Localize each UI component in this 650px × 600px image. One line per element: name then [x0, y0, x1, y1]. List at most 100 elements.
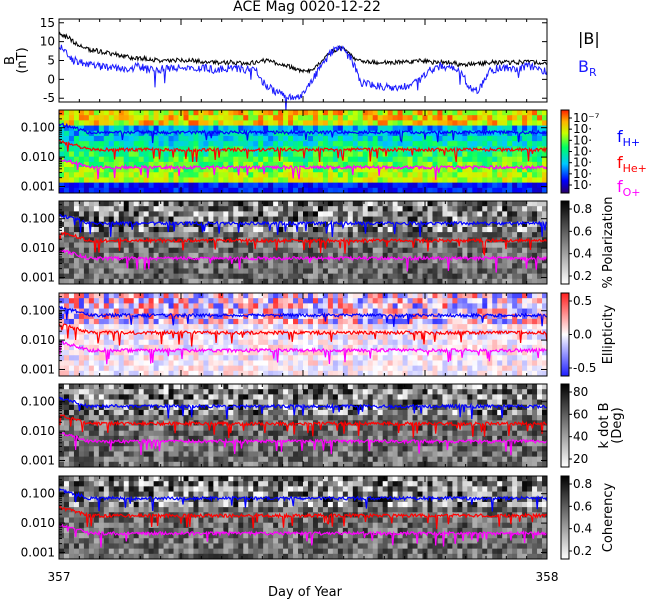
- legend-entry: |B|: [578, 29, 600, 48]
- colorbar-tick-label: 0.5: [573, 294, 592, 308]
- colorbar-tick-label: 60: [573, 407, 588, 421]
- y-tick-label: 0.001: [21, 362, 55, 376]
- legend-subscript: H+: [623, 136, 641, 149]
- colorbar-tick-label: -0.5: [573, 361, 596, 375]
- colorbar: 0.5 0.0 -0.5 Ellipticity: [560, 292, 616, 377]
- x-tick-label: 357: [48, 570, 71, 584]
- heatmap-cells: [59, 293, 548, 377]
- y-axis-label-line: (nT): [15, 47, 30, 73]
- colorbar-tick-label: 0.6: [573, 499, 592, 513]
- colorbar-label-line: k dot B: [597, 402, 612, 448]
- colorbar-scale: [560, 292, 570, 377]
- legend-subscript: He+: [623, 162, 647, 175]
- colorbar: 0.8 0.6 0.4 0.2 % Polarization: [560, 196, 616, 289]
- y-tick-label: 0.010: [21, 241, 55, 255]
- y-tick-label: 0.001: [21, 545, 55, 559]
- y-tick-label: 5: [47, 54, 55, 68]
- x-tick-label: 358: [536, 570, 559, 584]
- legend-subscript: R: [589, 66, 597, 79]
- colorbar-scale: [560, 109, 570, 194]
- spectrogram-panel: 0.100 0.010 0.001 0.8 0.6 0.4 0.2 Coherency: [21, 475, 616, 560]
- colorbar: 10⁻⁷10·10·10·10·10·10·: [560, 109, 600, 194]
- legend-entry: fO+: [617, 177, 641, 199]
- colorbar-scale: [560, 475, 570, 560]
- gyrofrequency-line-H: [58, 396, 548, 420]
- gyrofrequency-line-O: [58, 340, 548, 365]
- colorbar-tick-label: 20: [573, 452, 588, 466]
- colorbar-tick-label: 80: [573, 385, 588, 399]
- gyrofrequency-line-H: [58, 488, 548, 512]
- colorbar-label-line: Ellipticity: [601, 304, 616, 364]
- y-tick-label: 0.001: [21, 270, 55, 284]
- colorbar-label: k dot B(Deg): [597, 402, 625, 448]
- heatmap-cells: [59, 201, 548, 285]
- gyrofrequency-line-He: [58, 323, 548, 347]
- heatmap-cells: [59, 476, 548, 560]
- y-axis-label-line: B: [3, 56, 18, 65]
- x-axis-label: Day of Year: [268, 585, 343, 600]
- y-tick-label: 0.100: [21, 212, 55, 226]
- colorbar-label-line: % Polarization: [601, 196, 616, 288]
- plot-area: [59, 19, 547, 102]
- gyrofrequency-line-H: [58, 213, 548, 237]
- colorbar-tick-label: 10·: [573, 156, 592, 170]
- legend-subscript: O+: [623, 186, 641, 199]
- gyrofrequency-line-He: [58, 231, 548, 257]
- colorbar-tick-label: 0.8: [573, 202, 592, 216]
- series-line-total-b: [58, 31, 548, 74]
- colorbar-label: % Polarization: [601, 196, 616, 288]
- gyrofrequency-line-H: [58, 305, 548, 327]
- gyrofrequency-line-He: [58, 414, 548, 439]
- colorbar-tick-label: 0.2: [573, 544, 592, 558]
- y-tick-label: 0.100: [21, 121, 55, 135]
- spectrogram-panel: 0.100 0.010 0.001 0.8 0.6 0.4 0.2 % Polarizatio…: [21, 196, 616, 288]
- y-tick-label: 0.001: [21, 179, 55, 193]
- colorbar-tick-label: 10·: [573, 122, 592, 136]
- colorbar-tick-label: 10·: [573, 145, 592, 159]
- colorbar-scale: [560, 200, 570, 285]
- spectrogram-panel: 0.100 0.010 0.001 10⁻⁷10·10·10·10·10·10·: [21, 109, 600, 194]
- colorbar-tick-label: 0.8: [573, 477, 592, 491]
- colorbar-tick-label: 0.2: [573, 269, 592, 283]
- y-axis-label: B(nT): [3, 47, 30, 73]
- colorbar-tick-label: 10⁻⁷: [573, 111, 600, 125]
- spectrogram-panel: 0.100 0.010 0.001 80 60 40 20 k dot B(Deg): [21, 383, 625, 468]
- colorbar-tick-label: 40: [573, 430, 588, 444]
- gyrofrequency-line-H: [58, 122, 548, 144]
- colorbar-tick-label: 0.4: [573, 522, 592, 536]
- y-tick-label: 0.010: [21, 516, 55, 530]
- gyrofrequency-line-O: [58, 522, 548, 548]
- y-tick-label: -5: [43, 91, 55, 105]
- colorbar: 80 60 40 20 k dot B(Deg): [560, 383, 625, 468]
- y-tick-label: 0.010: [21, 424, 55, 438]
- y-tick-label: 0.100: [21, 304, 55, 318]
- spectrogram-panel: 0.100 0.010 0.001 0.5 0.0 -0.5 Ellipticity: [21, 292, 616, 377]
- panels: 151050-5B(nT)0.1000.0100.00110⁻⁷10·10·10…: [3, 16, 625, 560]
- colorbar-label: Coherency: [601, 482, 616, 552]
- chart-title: ACE Mag 0020-12-22: [233, 0, 381, 15]
- y-tick-label: 0.001: [21, 453, 55, 467]
- gyrofrequency-line-O: [58, 248, 548, 273]
- y-tick-label: 0.100: [21, 395, 55, 409]
- colorbar-tick-label: 10·: [573, 133, 592, 147]
- colorbar-tick-label: 10·: [573, 167, 592, 181]
- colorbar: 0.8 0.6 0.4 0.2 Coherency: [560, 475, 616, 560]
- legend-entry: fH+: [617, 127, 640, 149]
- y-tick-label: 15: [40, 16, 55, 30]
- legend-entry: fHe+: [617, 153, 647, 175]
- gyrofrequency-line-O: [58, 157, 548, 181]
- heatmap-cells: [59, 110, 548, 194]
- colorbar-label-line: Coherency: [601, 482, 616, 552]
- y-tick-label: 0: [47, 72, 55, 86]
- colorbar-label-line: (Deg): [610, 407, 625, 443]
- y-tick-label: 10: [40, 35, 55, 49]
- colorbar-scale: [560, 383, 570, 468]
- series-line-radial-b: [58, 44, 548, 112]
- gyrofrequency-line-He: [58, 505, 548, 530]
- colorbar-tick-label: 0.0: [573, 328, 592, 342]
- y-tick-label: 0.010: [21, 150, 55, 164]
- y-tick-label: 0.100: [21, 487, 55, 501]
- gyrofrequency-line-He: [59, 139, 548, 163]
- field-panel: 15 10 5 0 -5 B(nT): [3, 16, 548, 112]
